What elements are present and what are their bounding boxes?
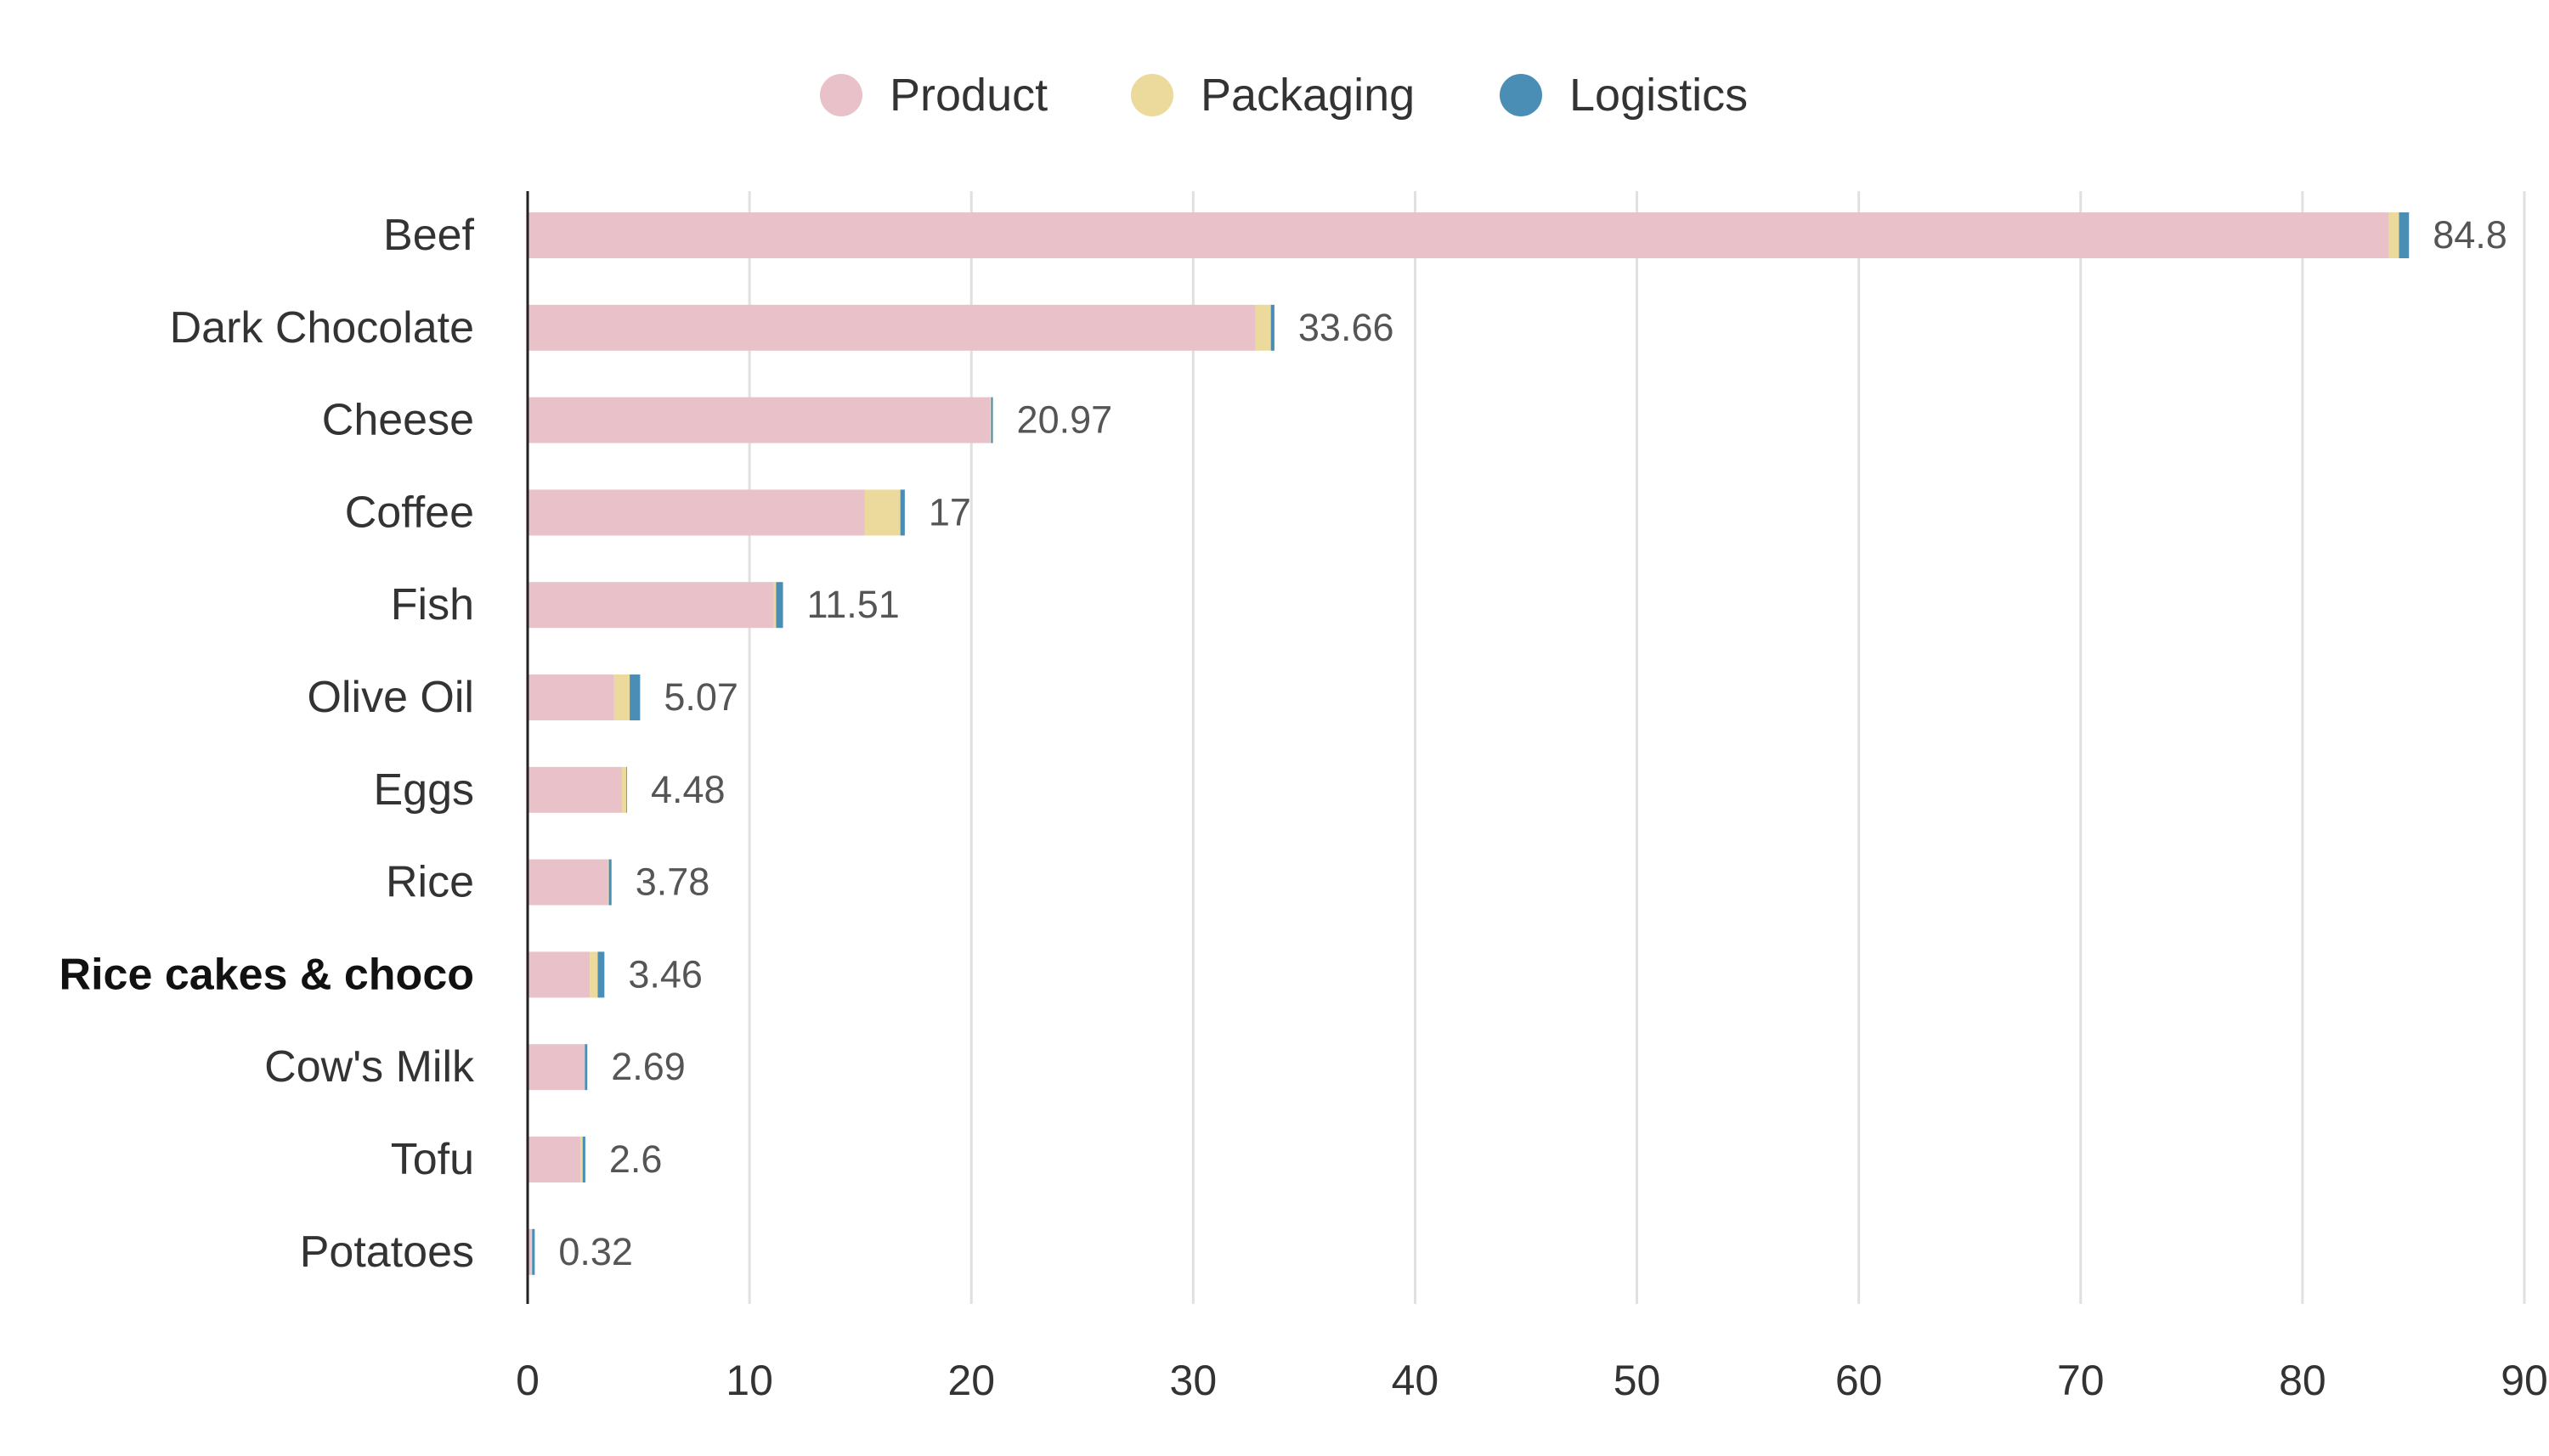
- bar-segment-logistics: [532, 1228, 535, 1275]
- legend-item-packaging[interactable]: Packaging: [1131, 61, 1415, 129]
- bar-segment-packaging: [864, 489, 901, 536]
- category-label: Rice cakes & choco: [59, 950, 474, 999]
- value-label: 4.48: [651, 768, 726, 811]
- category-label: Olive Oil: [308, 673, 474, 722]
- bar-segment-product: [528, 951, 591, 998]
- value-label: 2.6: [609, 1137, 663, 1181]
- category-label: Cow's Milk: [264, 1042, 475, 1092]
- value-label: 2.69: [611, 1045, 686, 1088]
- bar-segment-product: [528, 1044, 585, 1091]
- bar-segment-logistics: [776, 582, 783, 629]
- legend-dot-product: [820, 74, 862, 116]
- bar-segment-logistics: [2399, 212, 2410, 258]
- value-label: 3.78: [636, 861, 710, 904]
- value-label: 5.07: [664, 675, 738, 719]
- category-label: Coffee: [345, 488, 474, 537]
- bar-segment-product: [528, 582, 774, 629]
- x-tick-label: 40: [1392, 1357, 1439, 1404]
- legend-dot-logistics: [1500, 74, 1542, 116]
- bar-segment-product: [528, 674, 614, 720]
- legend: Product Packaging Logistics: [0, 61, 2549, 129]
- bar-segment-logistics: [900, 489, 905, 536]
- bar-segment-logistics: [585, 1044, 588, 1091]
- bar-segment-packaging: [1255, 304, 1271, 351]
- bar-segment-product: [528, 397, 991, 443]
- value-label: 17: [929, 490, 971, 533]
- legend-label: Product: [890, 70, 1048, 121]
- value-label: 0.32: [558, 1230, 633, 1273]
- value-label: 33.66: [1298, 306, 1394, 349]
- x-tick-label: 30: [1170, 1357, 1218, 1404]
- bar-segment-product: [528, 304, 1256, 351]
- bar-segment-packaging: [773, 582, 777, 629]
- x-tick-label: 80: [2279, 1357, 2326, 1404]
- category-label: Dark Chocolate: [170, 303, 474, 353]
- bar-segment-packaging: [613, 674, 630, 720]
- bar-segment-packaging: [608, 859, 609, 906]
- x-tick-label: 60: [1835, 1357, 1883, 1404]
- value-label: 20.97: [1017, 398, 1113, 442]
- legend-item-product[interactable]: Product: [820, 61, 1048, 129]
- bar-segment-product: [528, 766, 622, 813]
- category-label: Potatoes: [300, 1227, 474, 1277]
- bar-segment-packaging: [2388, 212, 2399, 258]
- bar-segment-packaging: [990, 397, 992, 443]
- bar-segment-product: [528, 1228, 532, 1275]
- bar-segment-packaging: [621, 766, 627, 813]
- bar-segment-logistics: [626, 766, 627, 813]
- bar-segment-packaging: [590, 951, 598, 998]
- x-tick-label: 0: [516, 1357, 540, 1404]
- bar-segment-product: [528, 1137, 581, 1182]
- category-label: Cheese: [322, 396, 474, 445]
- category-label: Eggs: [373, 765, 474, 815]
- x-tick-label: 20: [947, 1357, 995, 1404]
- bar-segment-logistics: [991, 397, 993, 443]
- value-label: 3.46: [628, 952, 703, 996]
- bar-segment-packaging: [531, 1228, 533, 1275]
- bar-segment-logistics: [630, 674, 641, 720]
- legend-label: Packaging: [1201, 70, 1416, 121]
- category-label: Fish: [391, 580, 474, 629]
- bar-segment-packaging: [580, 1137, 583, 1182]
- value-label: 11.51: [807, 583, 900, 626]
- legend-item-logistics[interactable]: Logistics: [1500, 61, 1748, 129]
- bar-segment-logistics: [608, 859, 612, 906]
- bar-segment-logistics: [597, 951, 605, 998]
- category-label: Beef: [383, 211, 475, 260]
- bar-segment-product: [528, 859, 608, 906]
- x-tick-label: 10: [726, 1357, 773, 1404]
- bar-segment-logistics: [582, 1137, 585, 1182]
- category-label: Rice: [386, 858, 474, 907]
- x-tick-label: 50: [1614, 1357, 1661, 1404]
- bar-segment-product: [528, 489, 865, 536]
- value-label: 84.8: [2433, 213, 2507, 257]
- bar-segment-logistics: [1270, 304, 1274, 351]
- x-tick-label: 90: [2501, 1357, 2548, 1404]
- legend-dot-packaging: [1131, 74, 1173, 116]
- x-tick-label: 70: [2057, 1357, 2105, 1404]
- category-label: Tofu: [391, 1135, 474, 1184]
- legend-label: Logistics: [1569, 70, 1749, 121]
- bar-segment-product: [528, 212, 2389, 258]
